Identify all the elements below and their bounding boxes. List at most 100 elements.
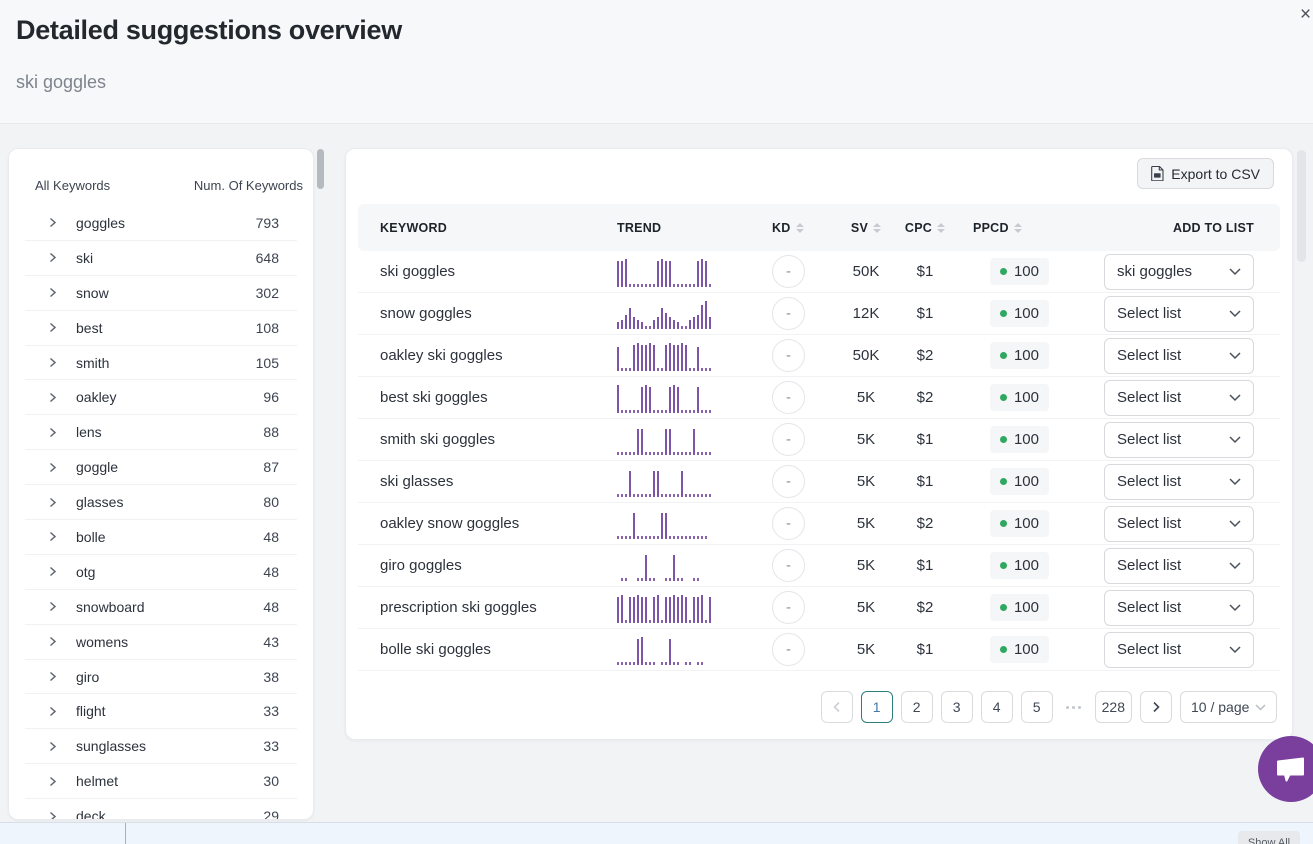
- add-to-list-cell: Select list: [1104, 505, 1254, 542]
- chevron-right-icon[interactable]: [47, 217, 58, 228]
- sidebar-keyword-group-row[interactable]: snow 302: [25, 276, 297, 311]
- chevron-right-icon[interactable]: [47, 462, 58, 473]
- sidebar-keyword-group-row[interactable]: womens 43: [25, 625, 297, 660]
- sidebar-keyword-group-row[interactable]: sunglasses 33: [25, 729, 297, 765]
- add-to-list-select[interactable]: Select list: [1104, 463, 1254, 500]
- add-to-list-select[interactable]: Select list: [1104, 379, 1254, 416]
- sort-carets-icon[interactable]: [795, 222, 804, 233]
- sidebar-keyword-group-row[interactable]: giro 38: [25, 660, 297, 695]
- sort-carets-icon[interactable]: [937, 222, 946, 233]
- sort-carets-icon[interactable]: [1013, 222, 1022, 233]
- page-scrollbar-thumb[interactable]: [1297, 150, 1306, 262]
- sidebar-keyword-group-row[interactable]: glasses 80: [25, 485, 297, 521]
- sidebar-keyword-group-row[interactable]: goggles 793: [25, 206, 297, 241]
- add-to-list-select[interactable]: Select list: [1104, 421, 1254, 458]
- pagination-page-3-button[interactable]: 3: [940, 691, 973, 723]
- pagination-page-4-button[interactable]: 4: [980, 691, 1013, 723]
- column-header-kd[interactable]: KD: [772, 221, 837, 235]
- show-all-button[interactable]: Show All: [1238, 831, 1300, 844]
- chevron-right-icon[interactable]: [47, 601, 58, 612]
- search-volume-cell: 5K: [856, 473, 876, 490]
- sidebar-keyword-group-row[interactable]: lens 88: [25, 415, 297, 451]
- ppcd-cell: 100: [955, 510, 1059, 537]
- chevron-right-icon[interactable]: [47, 392, 58, 403]
- chevron-right-icon[interactable]: [47, 531, 58, 542]
- keyword-groups-panel: All Keywords Num. Of Keywords goggles 79…: [8, 148, 314, 820]
- chevron-right-icon[interactable]: [47, 252, 58, 263]
- column-header-cpc[interactable]: CPC: [895, 221, 955, 235]
- ppcd-badge: 100: [989, 258, 1049, 285]
- add-to-list-select[interactable]: Select list: [1104, 295, 1254, 332]
- add-to-list-select[interactable]: Select list: [1104, 505, 1254, 542]
- ppcd-value: 100: [1013, 431, 1039, 448]
- keyword-group-count: 793: [255, 214, 279, 231]
- chevron-right-icon[interactable]: [47, 497, 58, 508]
- pagination-prev-button[interactable]: [820, 691, 853, 723]
- pagination-next-button[interactable]: [1140, 691, 1172, 723]
- sidebar-keyword-group-row[interactable]: otg 48: [25, 555, 297, 590]
- sidebar-scrollbar-thumb[interactable]: [317, 149, 324, 189]
- sidebar-keyword-group-row[interactable]: smith 105: [25, 346, 297, 381]
- pagination-page-5-button[interactable]: 5: [1020, 691, 1053, 723]
- chevron-right-icon[interactable]: [47, 357, 58, 368]
- trend-cell: [617, 467, 772, 497]
- pagination-last-page-button[interactable]: 228: [1094, 691, 1132, 723]
- column-header-sv[interactable]: SV: [837, 221, 895, 235]
- add-to-list-select[interactable]: Select list: [1104, 547, 1254, 584]
- chevron-right-icon[interactable]: [47, 566, 58, 577]
- keyword-group-label: goggles: [76, 214, 126, 231]
- keyword-group-label: oakley: [76, 389, 117, 406]
- add-to-list-select[interactable]: Select list: [1104, 337, 1254, 374]
- chat-widget-button[interactable]: [1258, 736, 1313, 802]
- chevron-right-icon[interactable]: [47, 322, 58, 333]
- export-csv-button[interactable]: Export to CSV: [1137, 158, 1274, 189]
- keyword-group-count: 302: [255, 284, 279, 301]
- chevron-right-icon[interactable]: [47, 671, 58, 682]
- suggestion-row: ski glasses - 5K $1 100 Select list: [358, 461, 1280, 503]
- sort-carets-icon[interactable]: [873, 222, 882, 233]
- sidebar-keyword-group-row[interactable]: bolle 48: [25, 520, 297, 555]
- sidebar-keyword-group-row[interactable]: best 108: [25, 311, 297, 346]
- pagination-page-2-button[interactable]: 2: [900, 691, 933, 723]
- chevron-right-icon[interactable]: [47, 741, 58, 752]
- ppcd-badge: 100: [989, 552, 1049, 579]
- chevron-right-icon[interactable]: [47, 811, 58, 819]
- kd-cell: -: [772, 633, 837, 666]
- chevron-right-icon[interactable]: [47, 636, 58, 647]
- add-to-list-cell: Select list: [1104, 379, 1254, 416]
- chevron-right-icon[interactable]: [47, 427, 58, 438]
- search-volume-cell: 5K: [856, 599, 876, 616]
- sidebar-keyword-group-row[interactable]: flight 33: [25, 694, 297, 730]
- sidebar-keyword-group-row[interactable]: snowboard 48: [25, 590, 297, 625]
- chevron-right-icon[interactable]: [47, 706, 58, 717]
- sidebar-keyword-group-row[interactable]: goggle 87: [25, 450, 297, 486]
- page-size-value: 10 / page: [1191, 699, 1250, 715]
- chevron-right-icon[interactable]: [47, 776, 58, 787]
- table-body: ski goggles - 50K $1 100 ski goggles sno…: [358, 251, 1280, 671]
- sidebar-keyword-group-row[interactable]: oakley 96: [25, 380, 297, 416]
- keyword-group-label: helmet: [76, 773, 119, 790]
- pagination-page-1-button[interactable]: 1: [860, 691, 893, 723]
- sidebar-keyword-group-row[interactable]: ski 648: [25, 241, 297, 276]
- add-to-list-select[interactable]: Select list: [1104, 589, 1254, 626]
- page-size-select[interactable]: 10 / page: [1180, 691, 1277, 723]
- suggestions-table-card: Export to CSV KEYWORD TREND KD SV CPC PP…: [345, 148, 1293, 740]
- kd-cell: -: [772, 297, 837, 330]
- chevron-down-icon: [1229, 393, 1241, 401]
- close-icon[interactable]: ×: [1300, 4, 1312, 25]
- keyword-group-label: lens: [76, 424, 102, 441]
- sidebar-keyword-group-row[interactable]: deck 29: [25, 799, 297, 819]
- column-header-ppcd[interactable]: PPCD: [955, 221, 1059, 235]
- sidebar-keyword-group-row[interactable]: helmet 30: [25, 764, 297, 800]
- kd-badge: -: [772, 297, 805, 330]
- column-header-keyword: KEYWORD: [380, 220, 448, 235]
- add-to-list-select[interactable]: ski goggles: [1104, 253, 1254, 290]
- suggestion-row: giro goggles - 5K $1 100 Select list: [358, 545, 1280, 587]
- chevron-right-icon[interactable]: [47, 287, 58, 298]
- keyword-group-label: ski: [76, 249, 94, 266]
- ppcd-value: 100: [1013, 641, 1039, 658]
- more-pages-dots[interactable]: [1061, 705, 1087, 709]
- add-to-list-select[interactable]: Select list: [1104, 631, 1254, 668]
- trend-sparkline: [617, 383, 772, 413]
